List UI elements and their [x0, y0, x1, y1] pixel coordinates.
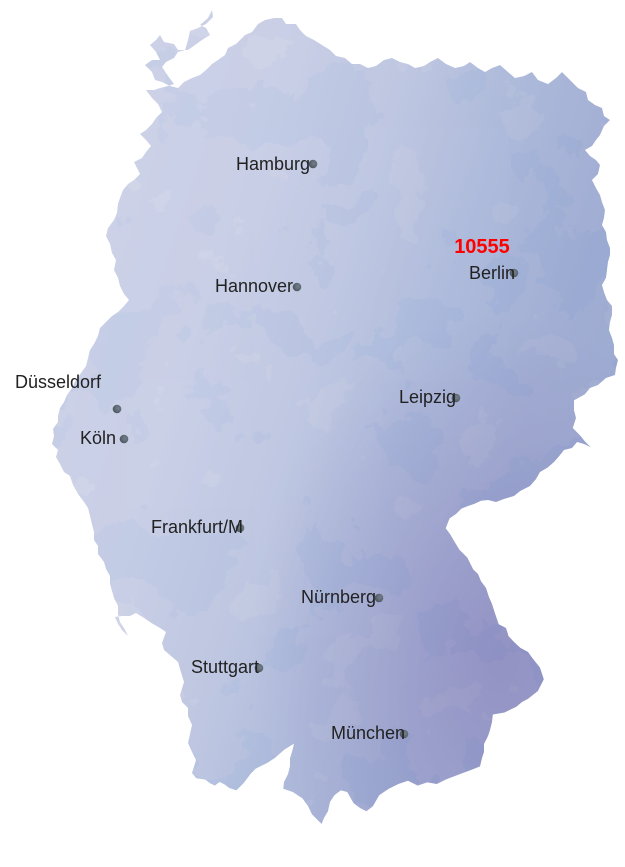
svg-text:Köln: Köln: [80, 428, 116, 448]
svg-text:München: München: [331, 723, 405, 743]
svg-text:Hamburg: Hamburg: [236, 154, 310, 174]
svg-text:Leipzig: Leipzig: [399, 387, 456, 407]
svg-text:Düsseldorf: Düsseldorf: [15, 372, 102, 392]
svg-text:Berlin: Berlin: [469, 263, 515, 283]
svg-text:Stuttgart: Stuttgart: [191, 657, 259, 677]
svg-text:Frankfurt/M: Frankfurt/M: [151, 517, 243, 537]
svg-text:Hannover: Hannover: [215, 276, 293, 296]
svg-text:10555: 10555: [454, 236, 510, 258]
svg-text:Nürnberg: Nürnberg: [301, 587, 376, 607]
